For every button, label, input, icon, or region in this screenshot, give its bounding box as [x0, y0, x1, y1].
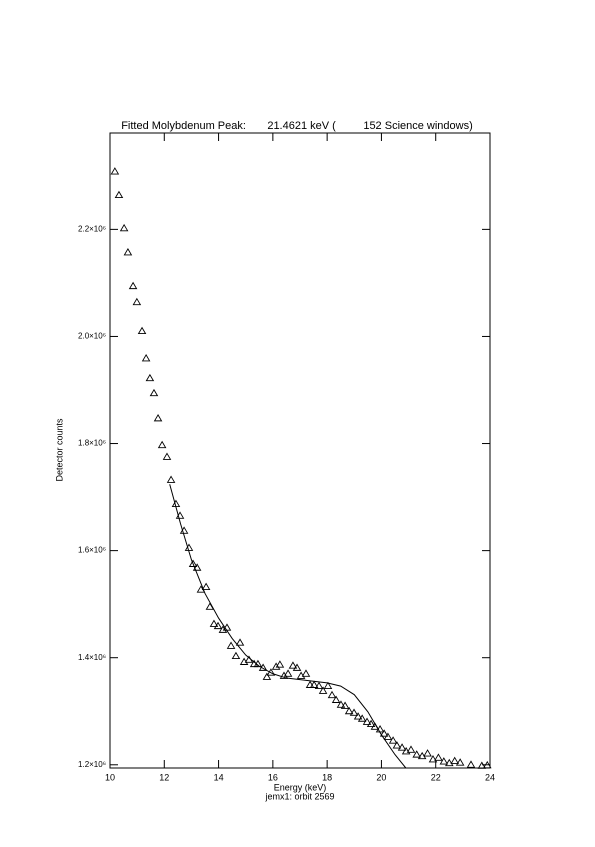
y-axis-label: Detector counts	[54, 418, 64, 482]
x-axis-label: Energy (keV)	[274, 782, 327, 792]
data-point	[344, 706, 354, 715]
data-point	[439, 757, 449, 765]
data-point	[119, 223, 129, 232]
data-point	[279, 671, 289, 679]
data-point	[327, 690, 337, 699]
data-point	[309, 680, 319, 688]
data-point	[477, 761, 487, 769]
data-point	[218, 625, 228, 633]
data-point	[149, 388, 159, 397]
data-point	[292, 663, 302, 671]
data-point	[141, 354, 151, 362]
data-point	[162, 452, 172, 460]
data-point	[353, 712, 363, 720]
data-point	[483, 760, 492, 769]
data-point	[288, 661, 298, 669]
data-point	[235, 638, 245, 646]
x-tick-label: 12	[159, 772, 169, 782]
data-point	[114, 190, 124, 199]
data-point	[406, 745, 416, 753]
x-tick-label: 14	[214, 772, 224, 782]
data-point	[192, 563, 202, 571]
data-point	[450, 756, 459, 764]
data-point	[336, 700, 346, 708]
data-point	[314, 681, 324, 690]
data-point	[357, 714, 367, 722]
data-point	[445, 758, 454, 767]
data-point	[271, 662, 281, 670]
y-tick-label: 1.2×10⁶	[78, 760, 106, 769]
data-point	[423, 749, 432, 757]
data-point	[283, 669, 293, 677]
x-tick-label: 24	[485, 772, 495, 782]
data-point	[166, 475, 176, 483]
data-point	[275, 660, 285, 668]
fit-line	[169, 484, 407, 769]
data-point	[362, 717, 372, 725]
data-point	[132, 297, 142, 306]
data-point	[318, 686, 328, 694]
data-point	[157, 440, 167, 449]
footnote: jemx1: orbit 2569	[264, 791, 334, 801]
data-point	[296, 671, 306, 679]
y-tick-label: 2.2×10⁶	[78, 224, 106, 233]
data-point	[392, 741, 402, 749]
data-point	[349, 708, 359, 716]
data-point	[301, 669, 311, 677]
y-tick-label: 2.0×10⁶	[78, 332, 106, 341]
data-point	[184, 543, 194, 551]
data-point	[340, 701, 350, 709]
data-point	[239, 657, 249, 665]
chart-title: Fitted Molybdenum Peak: 21.4621 keV ( 15…	[121, 120, 473, 132]
data-point	[331, 695, 341, 703]
data-point	[153, 413, 163, 422]
data-point	[388, 736, 398, 744]
data-point	[397, 743, 407, 751]
data-point	[123, 248, 133, 256]
data-point	[145, 373, 155, 382]
x-tick-label: 20	[376, 772, 386, 782]
data-point	[434, 753, 443, 761]
data-point	[383, 732, 393, 740]
data-point	[412, 750, 421, 758]
data-point	[231, 651, 241, 660]
x-tick-label: 18	[322, 772, 332, 782]
x-tick-label: 22	[431, 772, 441, 782]
data-point	[201, 582, 211, 590]
data-point	[128, 281, 138, 290]
x-tick-label: 16	[268, 772, 278, 782]
y-tick-label: 1.4×10⁶	[78, 653, 106, 662]
plot-frame	[109, 132, 491, 769]
data-point	[137, 326, 147, 335]
data-point	[323, 681, 333, 690]
y-tick-label: 1.8×10⁶	[78, 439, 106, 448]
data-point	[110, 167, 120, 175]
data-point	[466, 760, 476, 768]
data-point	[455, 758, 465, 766]
data-point	[226, 641, 236, 649]
data-point	[428, 755, 438, 763]
data-point	[188, 559, 198, 567]
data-point	[213, 621, 223, 630]
data-point	[209, 619, 219, 627]
data-point	[366, 719, 376, 728]
data-point	[305, 680, 315, 688]
y-tick-label: 1.6×10⁶	[78, 546, 106, 555]
x-tick-label: 10	[105, 772, 115, 782]
data-point	[379, 729, 389, 737]
data-point	[262, 672, 272, 680]
